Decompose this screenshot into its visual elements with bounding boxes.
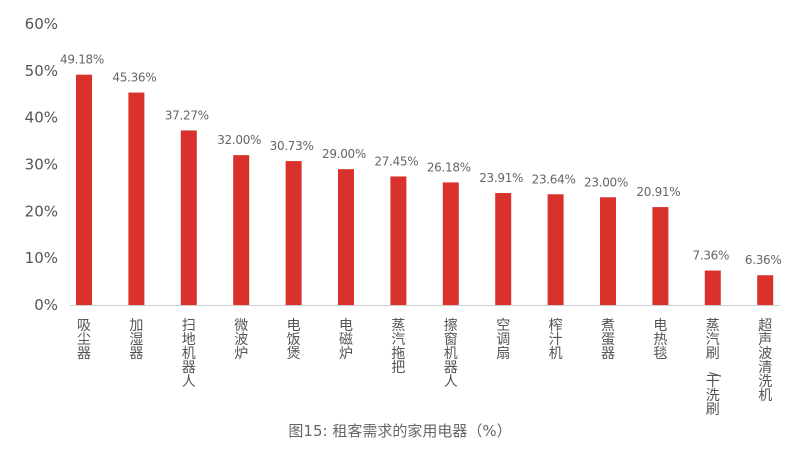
bar-value-label: 7.36%: [692, 249, 729, 263]
bar: [757, 275, 774, 305]
x-tick-label: 加湿器: [129, 318, 143, 362]
y-tick-label: 40%: [25, 109, 58, 127]
bar-value-label: 20.91%: [636, 185, 680, 199]
bar: [600, 197, 616, 305]
bar-value-label: 32.00%: [217, 133, 261, 147]
x-tick-label: 电磁炉: [339, 318, 353, 362]
y-tick-label: 0%: [34, 296, 58, 314]
x-tick-label: 擦窗机器人: [444, 317, 458, 390]
bar-value-label: 45.36%: [112, 71, 156, 85]
bar-chart: 0% 10% 20% 30% 40% 50% 60% 49.18% 45.36% 37.27% 3…: [25, 15, 782, 418]
bar: [233, 155, 250, 305]
bar-value-label: 30.73%: [270, 139, 314, 153]
bar-value-label: 6.36%: [745, 253, 782, 267]
bar-value-label: 49.18%: [60, 53, 104, 67]
y-tick-label: 30%: [25, 156, 58, 174]
bar: [652, 207, 669, 305]
value-labels: 49.18% 45.36% 37.27% 32.00% 30.73% 29.00% 27.4…: [60, 53, 782, 268]
bar-value-label: 23.64%: [532, 172, 576, 186]
x-tick-label: 榨汁机: [549, 317, 563, 362]
bars: [76, 74, 774, 306]
bar: [128, 92, 145, 306]
x-tick-label: 超声波清洗机: [758, 318, 772, 404]
x-tick-label: 电饭煲: [287, 318, 301, 362]
y-tick-label: 20%: [25, 202, 58, 220]
bar: [390, 176, 407, 305]
bar: [180, 130, 197, 305]
x-tick-label: 电热毯: [653, 318, 667, 362]
x-tick-label: 扫地机器人: [182, 318, 196, 390]
y-tick-label: 60%: [25, 15, 58, 33]
y-tick-label: 50%: [25, 62, 58, 80]
bar-value-label: 26.18%: [427, 160, 471, 174]
bar: [338, 169, 354, 305]
x-tick-label: 蒸汽刷/干洗刷: [706, 318, 723, 418]
bar-value-label: 37.27%: [165, 108, 209, 122]
x-tick-label: 空调扇: [496, 318, 510, 362]
x-axis: 吸尘器 加湿器 扫地机器人 微波炉 电饭煲 电磁炉 蒸汽拖把 擦窗机器人 空调扇 榨汁机 煮蛋器 电热…: [70, 305, 780, 418]
bar: [547, 194, 564, 305]
bar-value-label: 27.45%: [374, 154, 418, 168]
chart-title: 图15: 租客需求的家用电器（%）: [288, 422, 512, 440]
bar: [704, 270, 721, 305]
y-axis: 0% 10% 20% 30% 40% 50% 60%: [25, 15, 58, 314]
x-tick-label: 煮蛋器: [601, 318, 615, 362]
bar: [495, 193, 512, 305]
x-tick-label: 微波炉: [234, 318, 248, 362]
bar: [76, 74, 92, 305]
x-tick-label: 吸尘器: [77, 318, 91, 362]
bar-value-label: 23.00%: [584, 175, 628, 189]
x-tick-label: 蒸汽拖把: [391, 318, 405, 376]
y-tick-label: 10%: [25, 249, 58, 267]
bar-value-label: 23.91%: [479, 171, 523, 185]
bar: [442, 182, 459, 305]
bar: [285, 161, 302, 305]
bar-value-label: 29.00%: [322, 147, 366, 161]
